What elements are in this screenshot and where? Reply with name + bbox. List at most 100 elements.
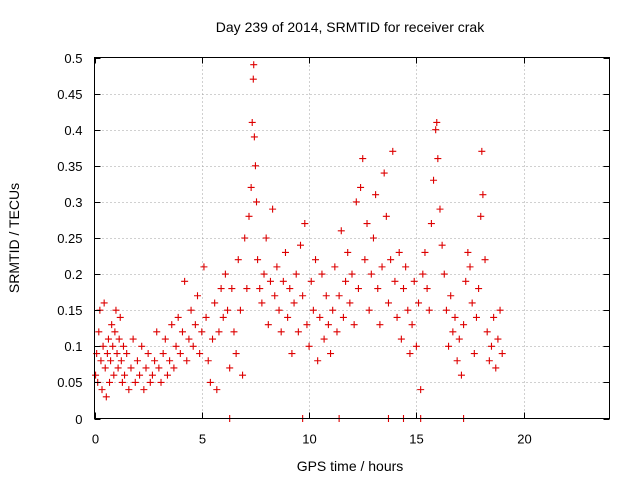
data-point — [159, 350, 167, 358]
data-point — [92, 371, 100, 379]
data-point — [346, 299, 354, 307]
data-point — [475, 285, 483, 293]
data-point — [312, 256, 320, 264]
data-point — [365, 306, 373, 314]
x-tick-label: 0 — [92, 432, 99, 447]
data-point — [457, 371, 465, 379]
data-point — [397, 335, 405, 343]
data-point — [151, 357, 159, 365]
data-point — [412, 342, 420, 350]
data-point — [111, 328, 119, 336]
data-point — [460, 321, 468, 329]
data-point — [258, 299, 266, 307]
data-point — [140, 386, 148, 394]
data-point — [470, 350, 478, 358]
y-axis-label: SRMTID / TECUs — [6, 183, 22, 293]
data-point — [155, 364, 163, 372]
y-tick-label: 0.2 — [64, 267, 82, 282]
data-point — [294, 328, 302, 336]
data-point — [196, 350, 204, 358]
data-point — [144, 350, 152, 358]
data-point — [466, 263, 474, 271]
data-point — [104, 335, 112, 343]
data-point — [455, 335, 463, 343]
data-point — [97, 357, 105, 365]
data-point — [333, 328, 341, 336]
data-point — [494, 335, 502, 343]
data-point — [453, 357, 461, 365]
data-point — [170, 364, 178, 372]
data-point — [109, 342, 117, 350]
data-point — [464, 248, 472, 256]
data-point — [393, 313, 401, 321]
data-point — [380, 169, 388, 177]
data-point — [232, 350, 240, 358]
data-point — [262, 234, 270, 242]
data-point — [102, 393, 110, 401]
data-point — [496, 306, 504, 314]
data-point — [228, 285, 236, 293]
data-point — [157, 378, 165, 386]
data-point — [277, 328, 285, 336]
y-tick-label: 0.4 — [64, 123, 82, 138]
data-point — [324, 321, 332, 329]
data-point — [478, 147, 486, 155]
x-tick-label: 20 — [517, 432, 531, 447]
chart-title: Day 239 of 2014, SRMTID for receiver cra… — [216, 19, 485, 35]
data-point — [108, 321, 116, 329]
data-point — [194, 292, 201, 300]
data-point — [116, 313, 124, 321]
data-point — [483, 328, 491, 336]
data-point — [256, 285, 264, 293]
data-point — [131, 378, 139, 386]
x-tick-label: 10 — [302, 432, 316, 447]
data-point — [307, 277, 315, 285]
data-point — [468, 299, 476, 307]
data-point — [361, 256, 369, 264]
data-point — [395, 248, 403, 256]
data-point — [400, 285, 407, 293]
data-point — [434, 155, 442, 163]
data-point — [114, 364, 122, 372]
data-point — [329, 306, 337, 314]
data-point — [303, 321, 311, 329]
data-point — [425, 306, 433, 314]
point-layer — [92, 61, 506, 422]
data-point — [406, 350, 414, 358]
x-tick-label: 5 — [199, 432, 206, 447]
data-point — [479, 191, 487, 199]
data-point — [98, 386, 106, 394]
data-point — [110, 371, 118, 379]
data-point — [213, 386, 221, 394]
data-point — [316, 313, 324, 321]
data-point — [387, 256, 395, 264]
data-point — [305, 342, 313, 350]
data-point — [249, 75, 257, 83]
data-point — [224, 306, 232, 314]
data-point — [178, 328, 186, 336]
data-point — [367, 270, 375, 278]
data-point — [250, 61, 258, 69]
data-point — [415, 299, 423, 307]
data-point — [498, 350, 506, 358]
data-point — [481, 256, 489, 264]
data-point — [248, 118, 256, 126]
data-point — [297, 241, 304, 249]
data-point — [226, 364, 234, 372]
data-point — [138, 342, 146, 350]
data-point — [121, 371, 129, 379]
data-point — [95, 328, 103, 336]
data-point — [241, 234, 249, 242]
data-point — [100, 299, 108, 307]
data-point — [103, 350, 111, 358]
data-point — [219, 313, 227, 321]
data-point — [350, 321, 358, 329]
data-point — [286, 285, 294, 293]
data-point — [115, 335, 123, 343]
y-tick-label: 0.35 — [57, 159, 82, 174]
data-point — [234, 256, 242, 264]
data-point — [348, 270, 356, 278]
data-point — [359, 155, 367, 163]
data-point — [133, 357, 141, 365]
data-point — [419, 270, 427, 278]
